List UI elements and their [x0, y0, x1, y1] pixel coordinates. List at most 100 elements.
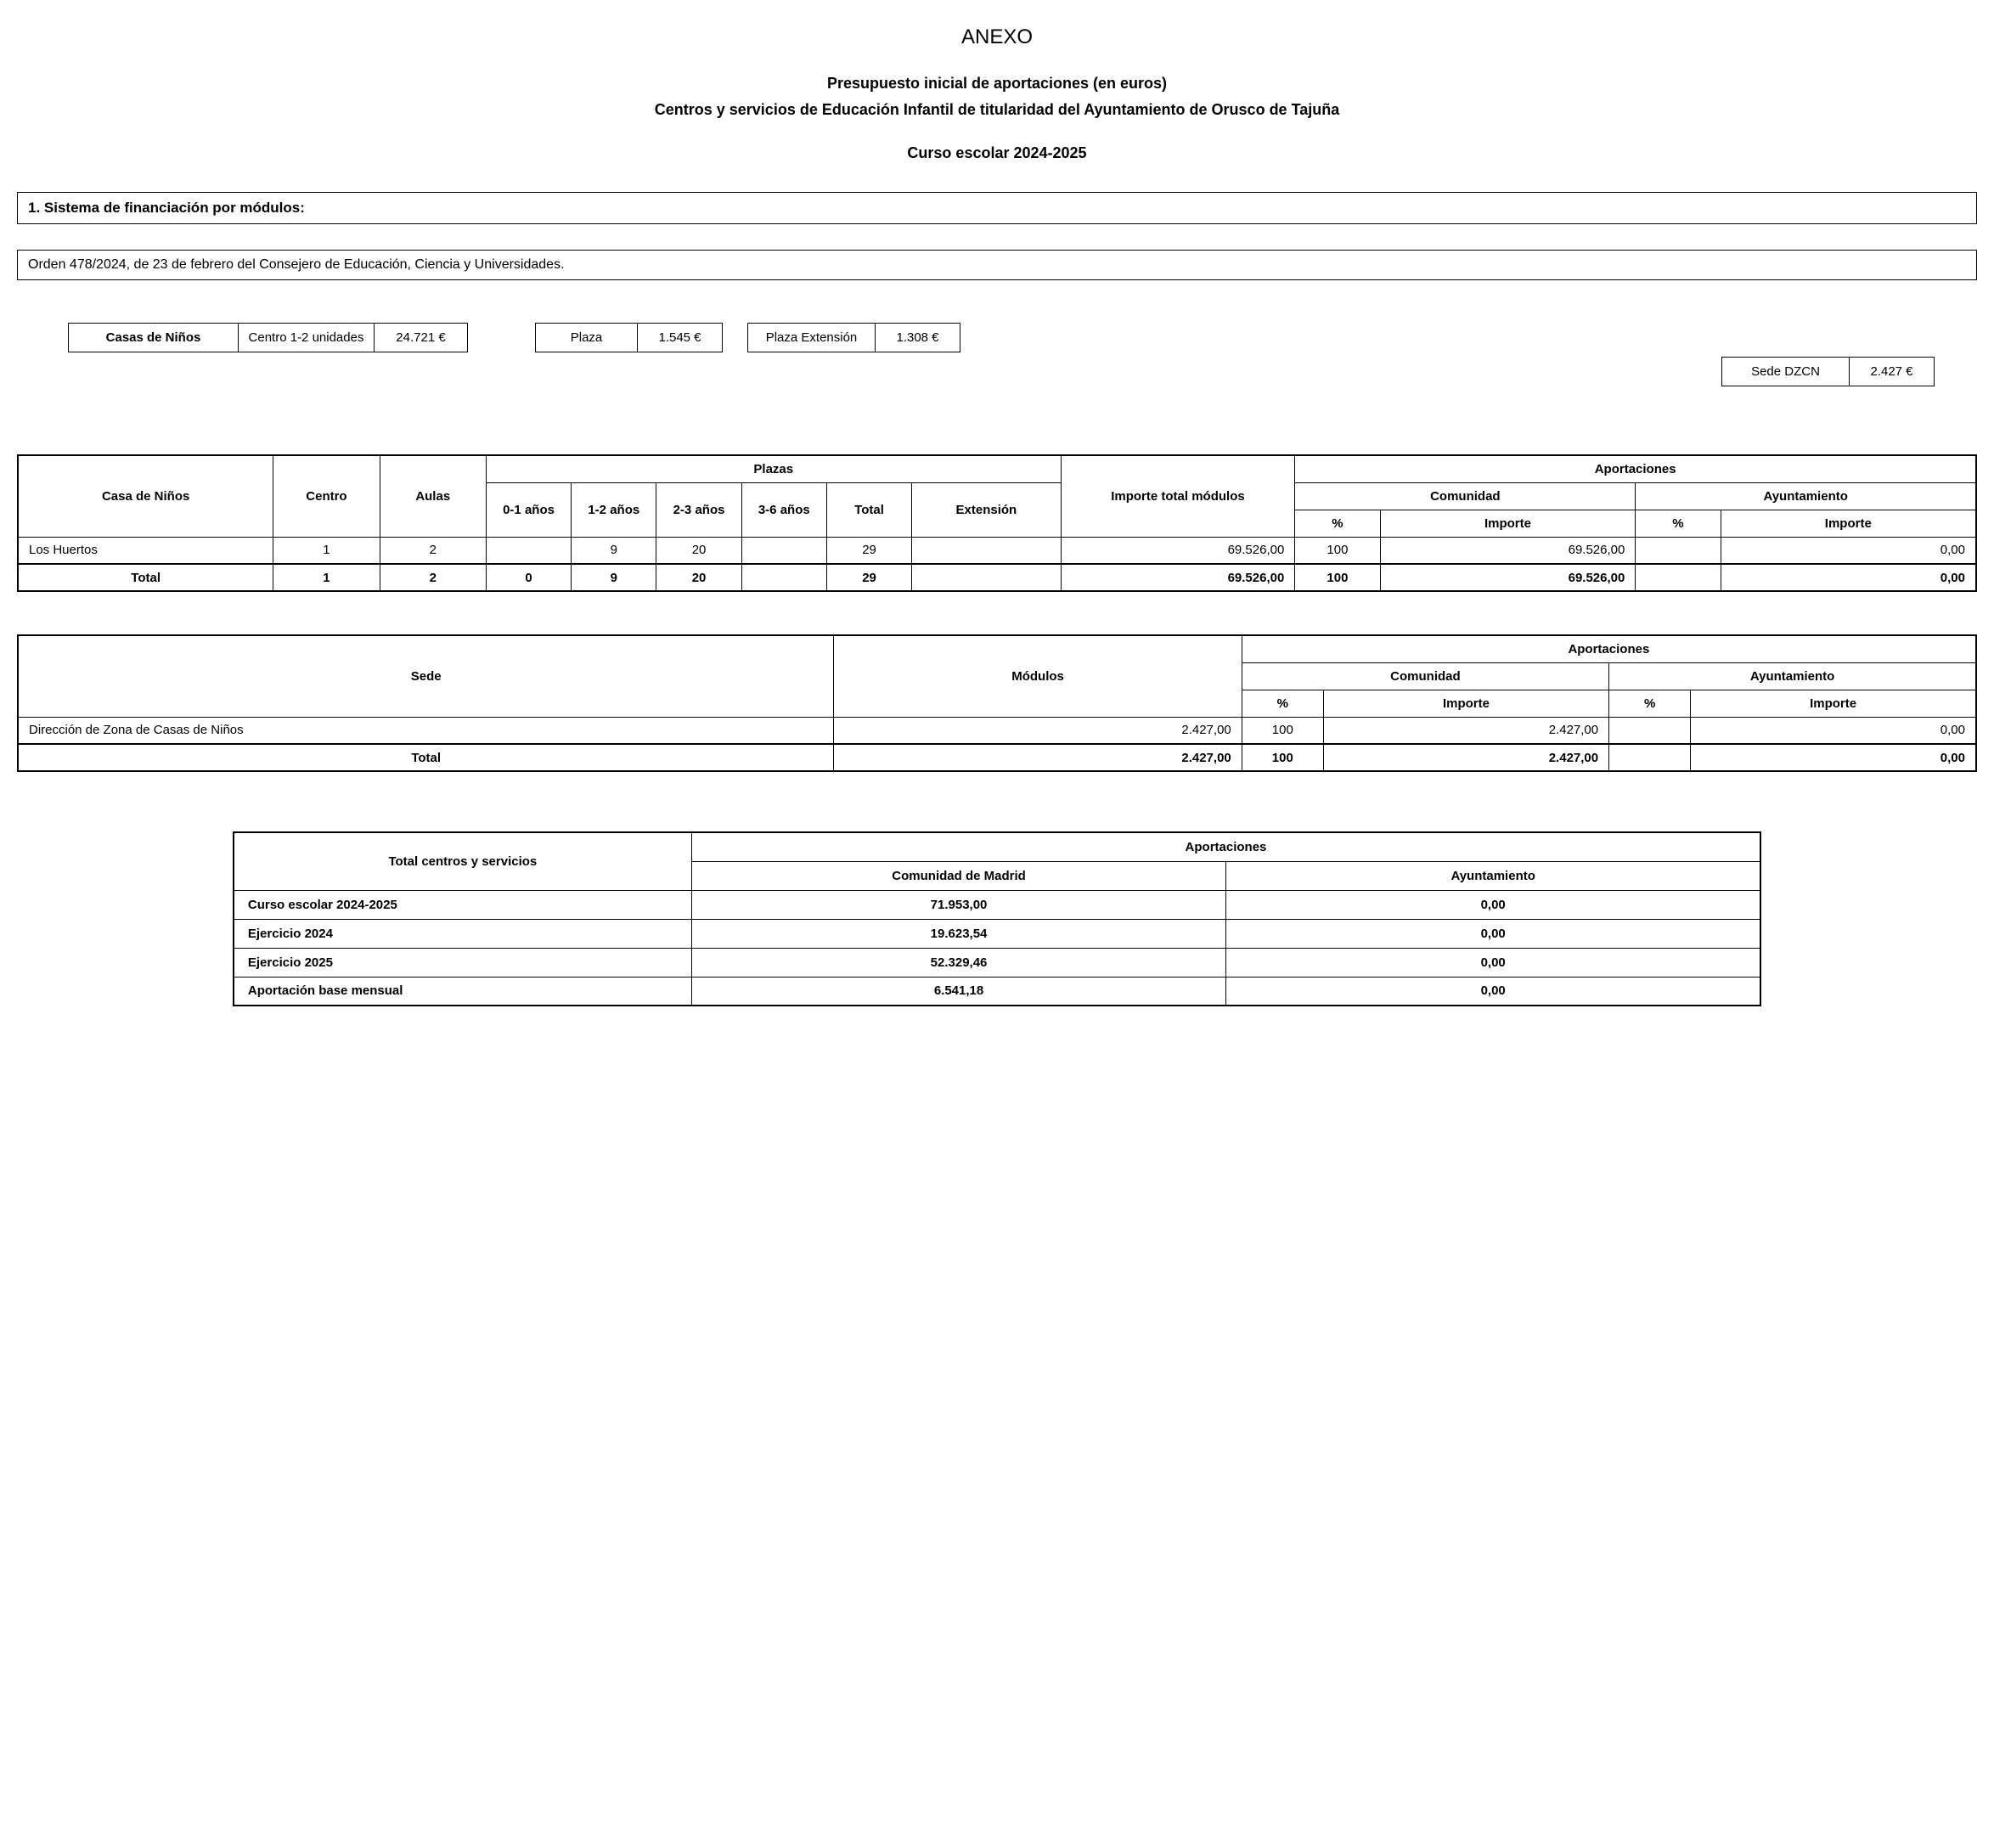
casas-ninos-table: Casa de Niños Centro Aulas Plazas Import…: [17, 454, 1977, 592]
label-sede-dzcn: Sede DZCN: [1722, 358, 1850, 386]
label-plaza-extension: Plaza Extensión: [748, 324, 876, 352]
table-total-row: Total 2.427,00 100 2.427,00 0,00: [18, 744, 1976, 771]
cell-total-importe: 69.526,00: [1061, 564, 1295, 591]
th-modulos: Módulos: [834, 635, 1242, 717]
table-row: Ejercicio 2025 52.329,46 0,00: [234, 948, 1760, 977]
subtitle-1: Presupuesto inicial de aportaciones (en …: [17, 75, 1977, 93]
val-plaza: 1.545 €: [638, 324, 723, 352]
label-casas-ninos: Casas de Niños: [69, 324, 239, 352]
th-total-centros: Total centros y servicios: [234, 832, 691, 890]
th-ayu-imp: Importe: [1721, 510, 1976, 537]
cell-total-p12: 9: [572, 564, 656, 591]
th-ayu-pct-2: %: [1609, 690, 1691, 717]
cell-ayu-pct: [1636, 537, 1721, 564]
th-aulas: Aulas: [380, 455, 486, 537]
orden-reference: Orden 478/2024, de 23 de febrero del Con…: [17, 250, 1977, 280]
table-row: Ejercicio 2024 19.623,54 0,00: [234, 919, 1760, 948]
cell-sede-modulos: 2.427,00: [834, 717, 1242, 744]
th-ayuntamiento-3: Ayuntamiento: [1226, 861, 1760, 890]
table-row: Curso escolar 2024-2025 71.953,00 0,00: [234, 890, 1760, 919]
cell-name: Los Huertos: [18, 537, 273, 564]
cell-sede-com-imp: 2.427,00: [1323, 717, 1608, 744]
label-centro-unidades: Centro 1-2 unidades: [239, 324, 375, 352]
sede-table: Sede Módulos Aportaciones Comunidad Ayun…: [17, 634, 1977, 772]
cell-total-name: Total: [18, 564, 273, 591]
cell-p36: [741, 537, 826, 564]
table-row: Aportación base mensual 6.541,18 0,00: [234, 977, 1760, 1006]
th-com-pct: %: [1295, 510, 1380, 537]
cell-ayu: 0,00: [1226, 977, 1760, 1006]
th-p12: 1-2 años: [572, 482, 656, 537]
cell-sede-total-ayu-pct: [1609, 744, 1691, 771]
cell-total-com-imp: 69.526,00: [1380, 564, 1636, 591]
th-com-pct-2: %: [1242, 690, 1323, 717]
th-casa: Casa de Niños: [18, 455, 273, 537]
cell-sede-total-com-imp: 2.427,00: [1323, 744, 1608, 771]
th-comunidad: Comunidad: [1295, 482, 1636, 510]
th-centro: Centro: [273, 455, 380, 537]
cell-p01: [486, 537, 571, 564]
val-sede-dzcn: 2.427 €: [1850, 358, 1935, 386]
cell-p23: 20: [656, 537, 741, 564]
cell-label: Aportación base mensual: [234, 977, 691, 1006]
th-aportaciones-3: Aportaciones: [691, 832, 1760, 861]
th-comunidad-2: Comunidad: [1242, 662, 1608, 690]
cell-aulas: 2: [380, 537, 486, 564]
th-com-imp: Importe: [1380, 510, 1636, 537]
cell-ayu: 0,00: [1226, 890, 1760, 919]
cell-importe: 69.526,00: [1061, 537, 1295, 564]
sede-rate-table: Sede DZCN 2.427 €: [1721, 357, 1935, 386]
cell-label: Ejercicio 2025: [234, 948, 691, 977]
th-importe: Importe total módulos: [1061, 455, 1295, 537]
th-sede: Sede: [18, 635, 834, 717]
cell-sede-ayu-imp: 0,00: [1691, 717, 1976, 744]
th-ayuntamiento: Ayuntamiento: [1636, 482, 1976, 510]
cell-ayu: 0,00: [1226, 948, 1760, 977]
table-total-row: Total 1 2 0 9 20 29 69.526,00 100 69.526…: [18, 564, 1976, 591]
cell-label: Ejercicio 2024: [234, 919, 691, 948]
page-title: ANEXO: [17, 25, 1977, 49]
th-ayu-pct: %: [1636, 510, 1721, 537]
th-p36: 3-6 años: [741, 482, 826, 537]
cell-centro: 1: [273, 537, 380, 564]
cell-total: 29: [826, 537, 911, 564]
cell-sede-total-name: Total: [18, 744, 834, 771]
cell-sede-com-pct: 100: [1242, 717, 1323, 744]
table-row: Los Huertos 1 2 9 20 29 69.526,00 100 69…: [18, 537, 1976, 564]
th-ayu-imp-2: Importe: [1691, 690, 1976, 717]
cell-total-p01: 0: [486, 564, 571, 591]
cell-sede-ayu-pct: [1609, 717, 1691, 744]
cell-com-imp: 69.526,00: [1380, 537, 1636, 564]
th-aportaciones-2: Aportaciones: [1242, 635, 1976, 662]
label-plaza: Plaza: [536, 324, 638, 352]
th-extension: Extensión: [912, 482, 1061, 537]
th-p23: 2-3 años: [656, 482, 741, 537]
th-aportaciones: Aportaciones: [1295, 455, 1976, 482]
cell-total-ayu-imp: 0,00: [1721, 564, 1976, 591]
th-ayuntamiento-2: Ayuntamiento: [1609, 662, 1976, 690]
cell-total-ext: [912, 564, 1061, 591]
th-total-plazas: Total: [826, 482, 911, 537]
cell-com: 71.953,00: [691, 890, 1225, 919]
th-comunidad-madrid: Comunidad de Madrid: [691, 861, 1225, 890]
cell-p12: 9: [572, 537, 656, 564]
curso-title: Curso escolar 2024-2025: [17, 144, 1977, 162]
cell-sede-total-ayu-imp: 0,00: [1691, 744, 1976, 771]
th-com-imp-2: Importe: [1323, 690, 1608, 717]
totals-table: Total centros y servicios Aportaciones C…: [233, 831, 1761, 1006]
subtitle-2: Centros y servicios de Educación Infanti…: [17, 101, 1977, 119]
cell-com: 6.541,18: [691, 977, 1225, 1006]
cell-ext: [912, 537, 1061, 564]
cell-total-aulas: 2: [380, 564, 486, 591]
cell-total-com-pct: 100: [1295, 564, 1380, 591]
cell-total-centro: 1: [273, 564, 380, 591]
cell-total-p36: [741, 564, 826, 591]
th-plazas: Plazas: [486, 455, 1061, 482]
cell-sede-total-modulos: 2.427,00: [834, 744, 1242, 771]
section-1-title: 1. Sistema de financiación por módulos:: [17, 192, 1977, 224]
cell-com: 52.329,46: [691, 948, 1225, 977]
cell-com: 19.623,54: [691, 919, 1225, 948]
modules-rates-table: Casas de Niños Centro 1-2 unidades 24.72…: [68, 323, 960, 352]
table-row: Dirección de Zona de Casas de Niños 2.42…: [18, 717, 1976, 744]
th-p01: 0-1 años: [486, 482, 571, 537]
